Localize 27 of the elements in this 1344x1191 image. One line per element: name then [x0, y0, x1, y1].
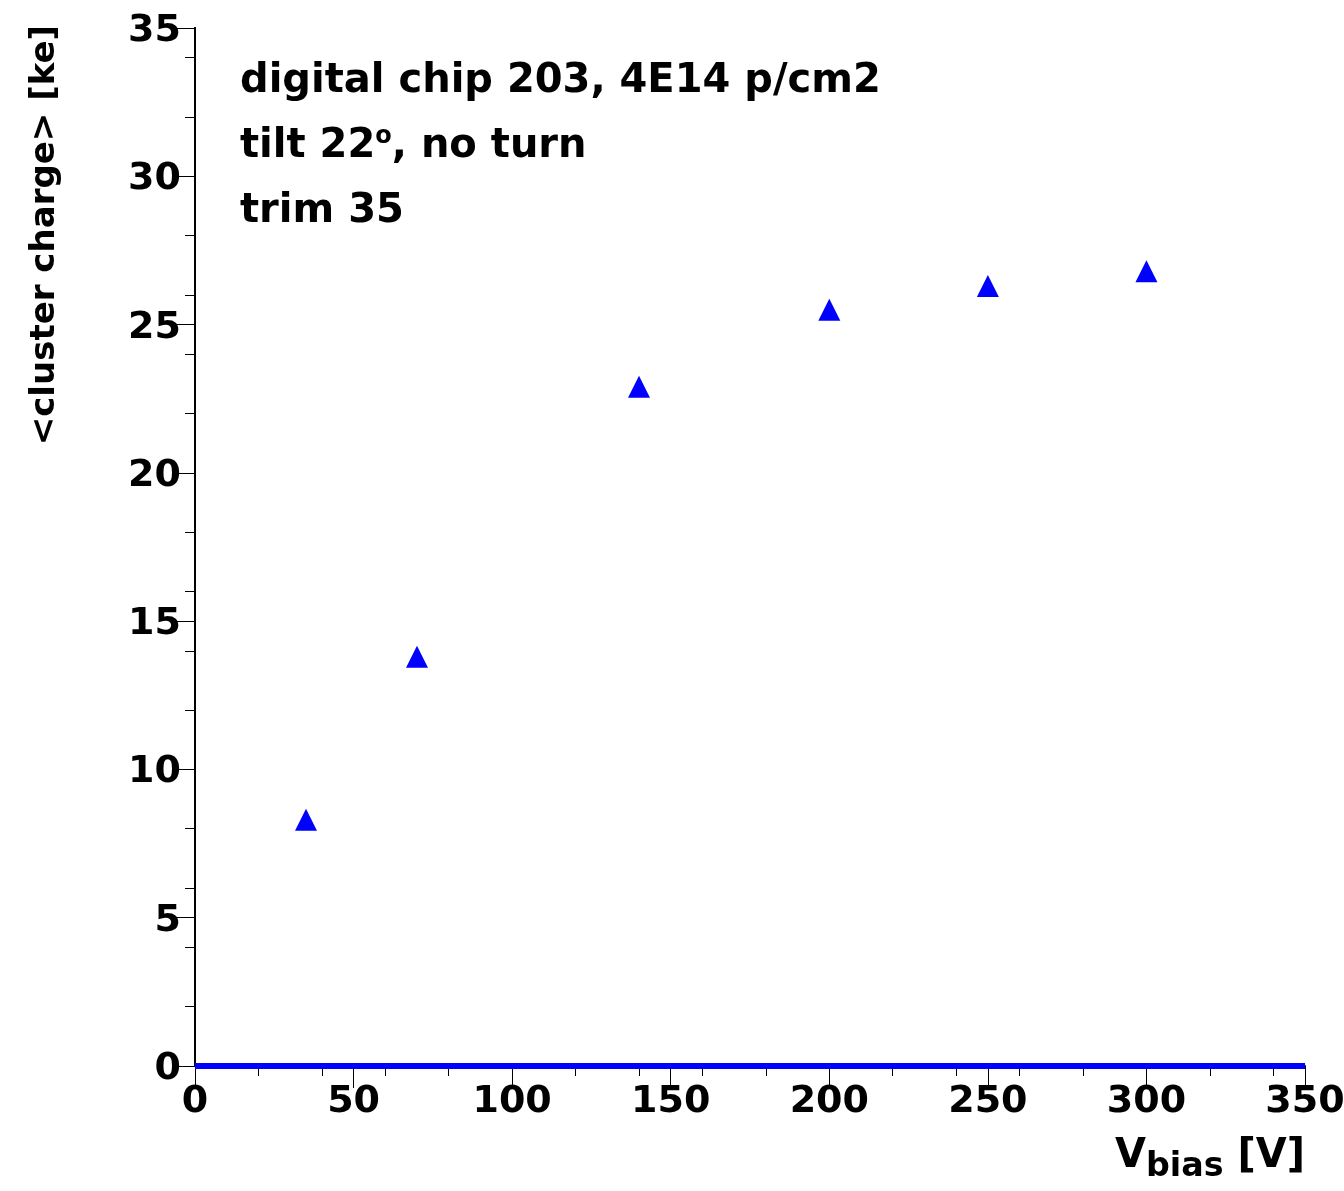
annotation: trim 35 [240, 185, 404, 231]
point [1135, 260, 1158, 283]
y-axis-title: <cluster charge> [ke] [22, 25, 62, 446]
x-tick-label: 0 [181, 1077, 209, 1121]
y-tick-label: 35 [128, 6, 181, 50]
point [406, 645, 428, 668]
y-tick-label: 10 [128, 747, 181, 792]
annotation: digital chip 203, 4E14 p/cm2 [240, 55, 881, 101]
point [628, 375, 650, 398]
x-tick-label: 150 [631, 1077, 711, 1121]
point [976, 275, 999, 298]
y-tick-label: 15 [128, 599, 181, 644]
x-tick-label: 50 [327, 1077, 381, 1121]
x-tick-label: 350 [1265, 1077, 1344, 1121]
x-tick-label: 250 [948, 1077, 1028, 1121]
x-tick-label: 100 [472, 1077, 552, 1121]
point [818, 298, 841, 321]
point [295, 808, 317, 831]
y-tick-label: 0 [154, 1044, 181, 1088]
y-tick-label: 20 [128, 450, 181, 495]
y-tick-label: 25 [128, 302, 181, 347]
x-tick-label: 200 [789, 1077, 869, 1121]
x-tick-label: 300 [1106, 1077, 1187, 1121]
annotation: tilt 22$^{o}$, no turn [240, 120, 587, 166]
x-axis-title: V$_{bias}$ [V] [1114, 1130, 1305, 1184]
y-tick-label: 5 [154, 895, 181, 940]
y-tick-label: 30 [128, 154, 181, 199]
